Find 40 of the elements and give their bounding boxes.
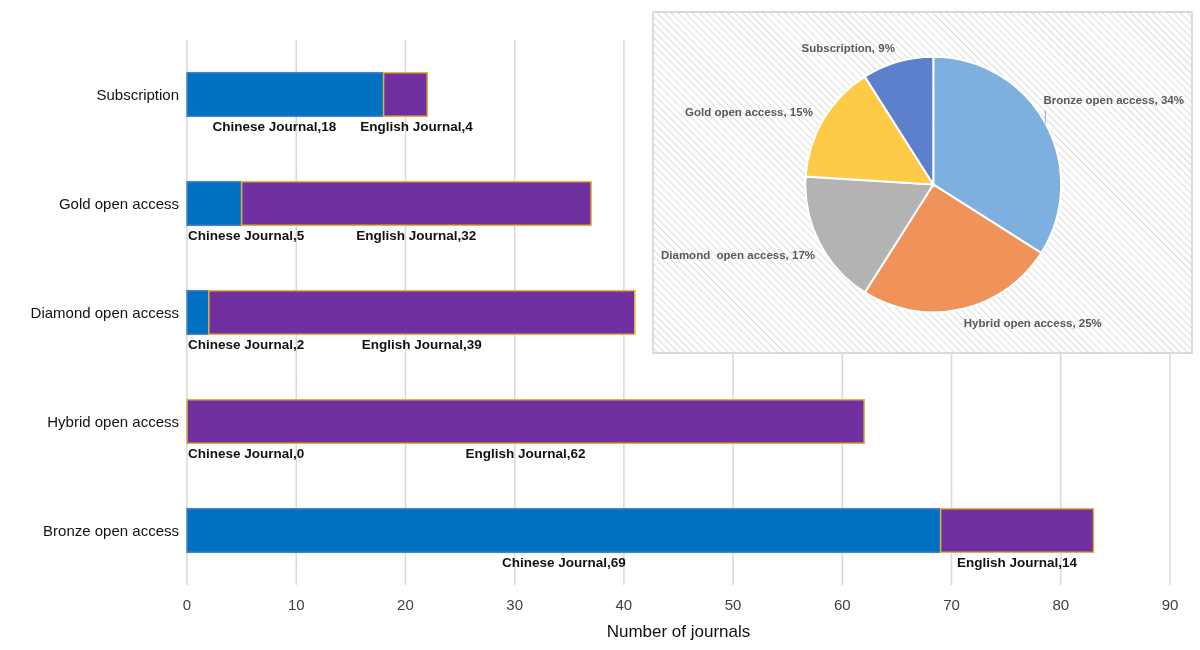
x-axis-title: Number of journals [606, 622, 751, 641]
x-tick-label: 10 [287, 596, 305, 613]
slice-label: Subscription, 9% [801, 42, 895, 55]
slice-label: Gold open access, 15% [685, 106, 813, 119]
data-label: Chinese Journal,18 [212, 119, 337, 135]
y-tick-label: Hybrid open access [47, 412, 179, 430]
x-tick-label: 90 [1161, 596, 1179, 613]
y-tick-label: Bronze open access [43, 521, 179, 539]
x-tick-label: 60 [833, 596, 851, 613]
data-label: English Journal,4 [360, 119, 474, 135]
data-label: Chinese Journal,2 [188, 337, 305, 353]
bar [186, 507, 942, 554]
data-label: English Journal,62 [465, 446, 586, 462]
bar [240, 180, 592, 227]
x-tick-label: 30 [506, 596, 524, 613]
x-tick-label: 0 [182, 596, 192, 613]
bar [186, 289, 210, 336]
slice-label: Diamond open access, 17% [660, 248, 816, 261]
bar [382, 71, 429, 118]
data-label: Chinese Journal,69 [501, 555, 626, 571]
bar [186, 71, 385, 118]
slice-label: Hybrid open access, 25% [963, 316, 1102, 329]
bar [208, 289, 636, 336]
y-tick-label: Gold open access [58, 194, 179, 212]
bar [186, 398, 865, 445]
data-label: Chinese Journal,5 [188, 228, 305, 244]
data-label: English Journal,14 [957, 555, 1078, 571]
x-tick-label: 80 [1052, 596, 1070, 613]
y-tick-label: Subscription [96, 85, 179, 103]
annotation: Chinese Journal,0 [188, 446, 305, 462]
x-tick-label: 70 [943, 596, 960, 613]
slice-label: Bronze open access, 34% [1043, 94, 1185, 107]
x-tick-label: 20 [397, 596, 414, 613]
x-tick-label: 40 [615, 596, 633, 613]
x-tick-label: 50 [724, 596, 742, 613]
data-label: English Journal,32 [356, 228, 477, 244]
bar [939, 507, 1095, 554]
y-tick-label: Diamond open access [30, 303, 179, 321]
bar [186, 180, 243, 227]
data-label: English Journal,39 [361, 337, 482, 353]
